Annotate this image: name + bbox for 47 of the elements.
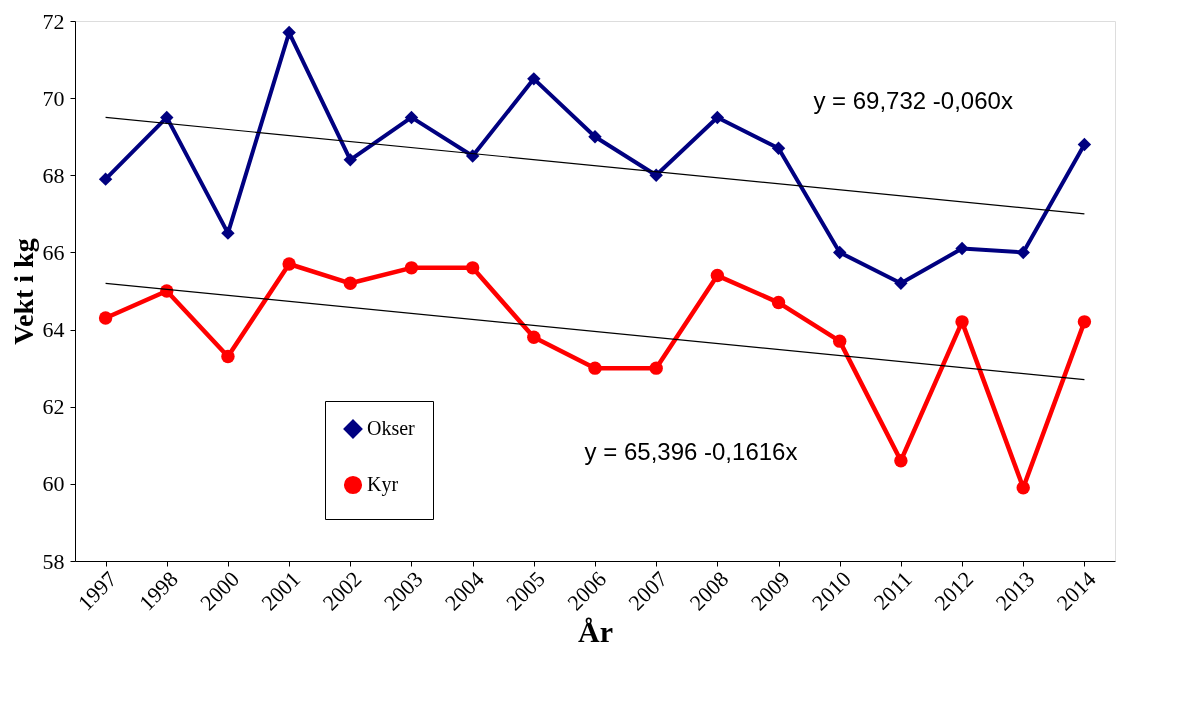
point	[221, 226, 235, 240]
point	[955, 315, 969, 329]
point	[955, 241, 969, 256]
point	[1016, 245, 1030, 260]
point	[527, 72, 541, 86]
y-tick-label: 64	[42, 317, 65, 343]
y-tick-label: 68	[42, 162, 65, 188]
point	[833, 334, 847, 348]
point	[343, 276, 357, 290]
point	[710, 268, 725, 283]
annotation: y = 69,732 -0,060x	[813, 87, 1013, 114]
point	[833, 245, 847, 260]
point	[465, 261, 480, 275]
legend-label: Kyr	[367, 473, 399, 496]
point	[649, 168, 663, 182]
point	[98, 311, 113, 325]
point	[1077, 315, 1092, 329]
point	[894, 454, 908, 468]
point	[771, 141, 786, 155]
point	[404, 261, 419, 275]
y-tick-label: 66	[42, 239, 65, 265]
point	[343, 153, 357, 167]
point	[649, 361, 663, 375]
legend-label: Okser	[367, 417, 416, 439]
y-tick-label: 72	[42, 8, 65, 34]
x-axis-title: År	[578, 615, 613, 649]
point	[710, 110, 725, 125]
point	[894, 276, 908, 290]
point	[221, 349, 235, 364]
point	[1016, 481, 1030, 495]
point	[282, 257, 296, 271]
point	[160, 110, 174, 125]
point	[98, 172, 113, 186]
annotation: y = 65,396 -0,1616x	[584, 438, 798, 465]
point	[1077, 137, 1092, 152]
y-tick-label: 62	[42, 394, 65, 420]
y-tick-label: 58	[42, 548, 65, 574]
point	[404, 110, 419, 125]
y-axis-title: Vekt i kg	[7, 238, 39, 345]
point	[282, 25, 296, 40]
point	[588, 361, 602, 375]
y-tick-label: 60	[42, 471, 65, 497]
point	[527, 330, 541, 344]
x-tick-label: 2011	[868, 566, 917, 615]
y-tick-label: 70	[42, 85, 65, 111]
point	[771, 295, 786, 310]
point	[588, 130, 602, 144]
